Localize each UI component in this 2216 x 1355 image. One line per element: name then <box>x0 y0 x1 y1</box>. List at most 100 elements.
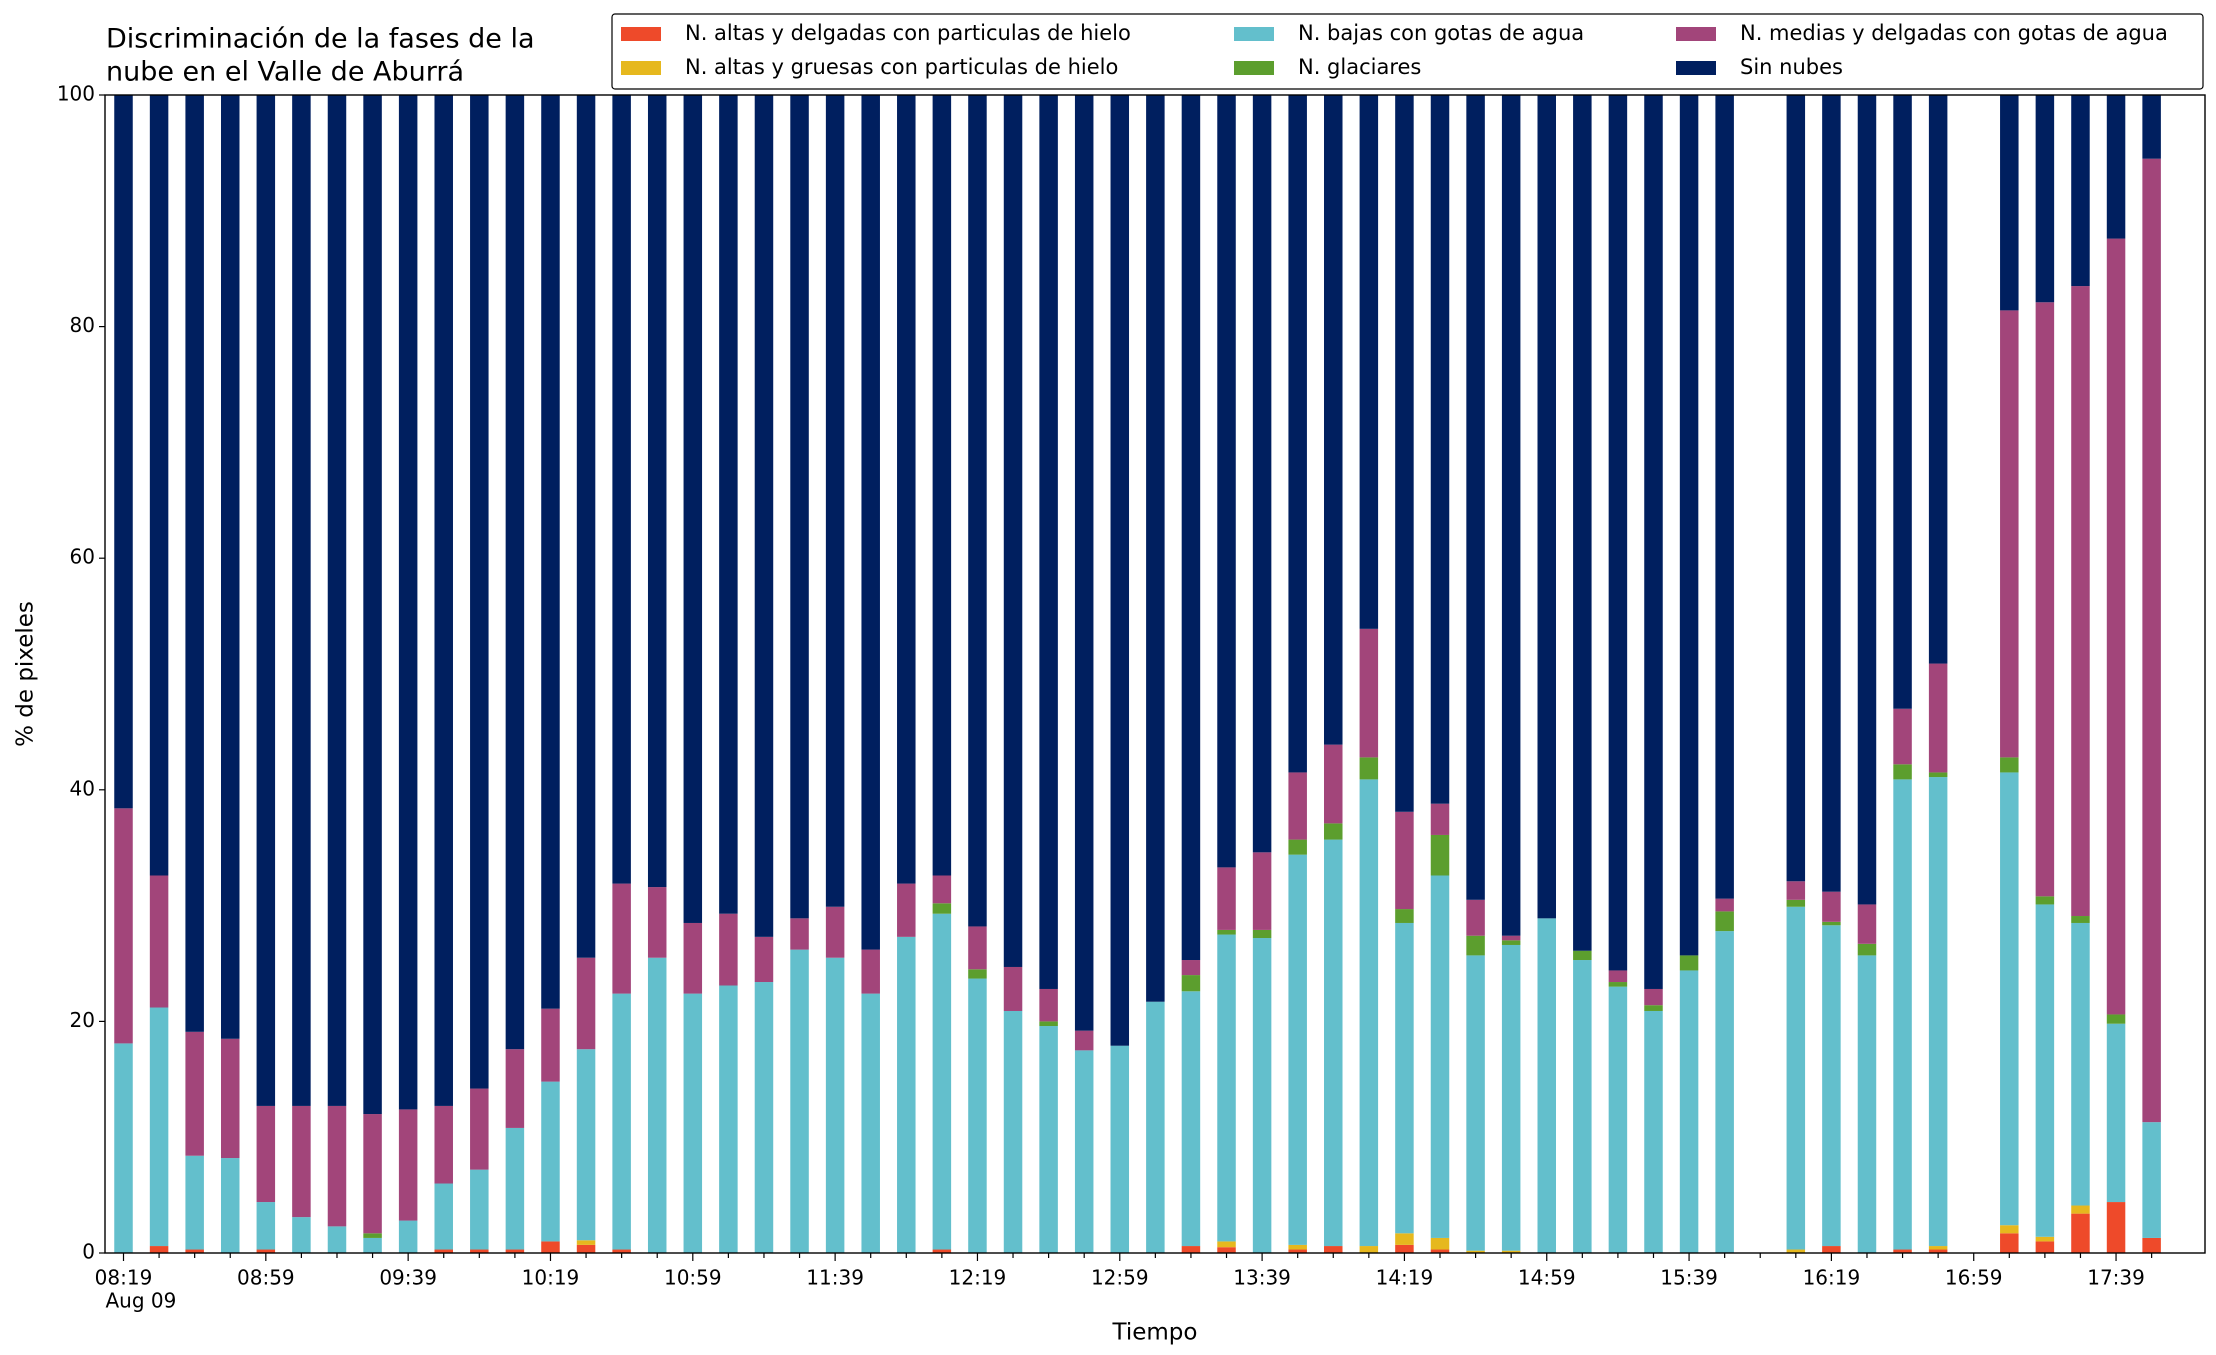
bar-segment <box>434 95 453 1106</box>
bar-segment <box>149 95 169 876</box>
bar-segment <box>1324 1246 1343 1253</box>
legend-swatch <box>621 27 661 41</box>
bar-segment <box>2071 916 2090 923</box>
bar-segment <box>1252 852 1272 930</box>
bar-segment <box>2106 1023 2126 1203</box>
bar-segment <box>185 1155 204 1250</box>
bar-segment <box>470 1169 489 1250</box>
bar-segment <box>1074 95 1094 1031</box>
legend-label: N. bajas con gotas de agua <box>1298 21 1584 45</box>
bar-segment <box>220 95 240 1039</box>
y-axis-label: % de pixeles <box>13 601 39 747</box>
bar-segment <box>1928 777 1948 1247</box>
bar-segment <box>1395 1244 1414 1253</box>
bar-segment <box>1430 834 1450 876</box>
bar-segment <box>1395 811 1414 910</box>
bar-segment <box>185 1031 204 1156</box>
bar-segment <box>1217 867 1236 930</box>
bar-segment <box>1110 95 1130 1046</box>
bar-segment <box>1608 970 1628 983</box>
bar-segment <box>1928 1249 1948 1253</box>
bar-segment <box>968 978 987 1253</box>
bar-segment <box>505 95 525 1050</box>
bar-segment <box>1359 628 1379 758</box>
bar-segment <box>505 1049 525 1128</box>
bar-segment <box>220 1158 240 1253</box>
bar-segment <box>220 1038 240 1159</box>
legend-label: N. altas y gruesas con particulas de hie… <box>685 55 1118 79</box>
bar-segment <box>1288 95 1307 773</box>
bar-segment <box>932 95 952 876</box>
y-tick-label: 20 <box>70 1008 95 1032</box>
bar-segment <box>114 95 133 809</box>
bar-segment <box>1466 955 1485 1251</box>
legend-box <box>611 13 2204 90</box>
bar-segment <box>897 883 916 937</box>
bar-segment <box>2000 757 2019 773</box>
x-date-label: Aug 09 <box>106 1289 177 1313</box>
bar-segment <box>1324 823 1343 840</box>
bar-segment <box>1039 95 1058 989</box>
bar-segment <box>861 949 880 994</box>
bar-segment <box>363 1237 382 1253</box>
bar-segment <box>470 1088 489 1170</box>
bar-segment <box>1928 663 1948 773</box>
x-tick-label: 09:39 <box>379 1266 437 1290</box>
bar-segment <box>327 1226 347 1253</box>
bar-segment <box>1039 988 1058 1022</box>
bar-segment <box>470 95 489 1089</box>
bar-segment <box>1359 1246 1379 1253</box>
bar-segment <box>2035 896 2055 905</box>
bar-segment <box>2035 1236 2055 1242</box>
bar-segment <box>1039 1026 1058 1253</box>
bar-segment <box>2142 1122 2161 1238</box>
bar-segment <box>149 875 169 1008</box>
bar-segment <box>1928 95 1948 664</box>
x-tick-label: 08:19 <box>95 1266 153 1290</box>
bar-segment <box>1893 779 1912 1250</box>
y-tick-label: 80 <box>70 313 95 337</box>
bar-segment <box>790 95 809 919</box>
legend-label: N. glaciares <box>1298 55 1421 79</box>
bar-segment <box>790 918 809 950</box>
bar-segment <box>1786 906 1806 1250</box>
bar-segment <box>1430 95 1450 804</box>
bar-segment <box>1395 1233 1414 1245</box>
bar-segment <box>1501 935 1521 941</box>
bar-segment <box>1181 991 1201 1247</box>
bar-segment <box>1430 1237 1450 1250</box>
bar-segment <box>754 982 774 1253</box>
bar-segment <box>719 95 738 914</box>
bar-segment <box>256 1202 276 1250</box>
bar-segment <box>149 1007 169 1247</box>
bar-segment <box>1537 95 1556 919</box>
bar-segment <box>1324 95 1343 745</box>
x-tick-label: 13:39 <box>1233 1266 1291 1290</box>
chart-title: nube en el Valle de Aburrá <box>106 57 464 88</box>
bar-segment <box>2000 95 2019 311</box>
legend-swatch <box>1676 27 1716 41</box>
bar-segment <box>825 957 845 1253</box>
bar-segment <box>2142 95 2161 159</box>
bar-segment <box>1466 899 1485 936</box>
bar-segment <box>1217 1241 1236 1248</box>
bar-segment <box>683 95 703 923</box>
bar-segment <box>2035 1241 2055 1253</box>
bar-segment <box>1252 95 1272 853</box>
bar-segment <box>719 985 738 1253</box>
legend-swatch <box>621 61 661 75</box>
bar-segment <box>1252 929 1272 939</box>
bar-segment <box>1644 95 1663 989</box>
bar-segment <box>2106 1202 2126 1253</box>
bar-segment <box>541 1008 560 1082</box>
bar-segment <box>1679 970 1699 1253</box>
legend-label: N. medias y delgadas con gotas de agua <box>1740 21 2168 45</box>
bar-segment <box>1252 938 1272 1253</box>
bar-segment <box>1893 95 1912 709</box>
bar-segment <box>1573 960 1592 1253</box>
x-tick-label: 12:59 <box>1091 1266 1149 1290</box>
bar-segment <box>256 1249 276 1253</box>
bar-segment <box>1857 943 1877 956</box>
bar-segment <box>1893 764 1912 780</box>
bar-segment <box>1822 891 1841 922</box>
